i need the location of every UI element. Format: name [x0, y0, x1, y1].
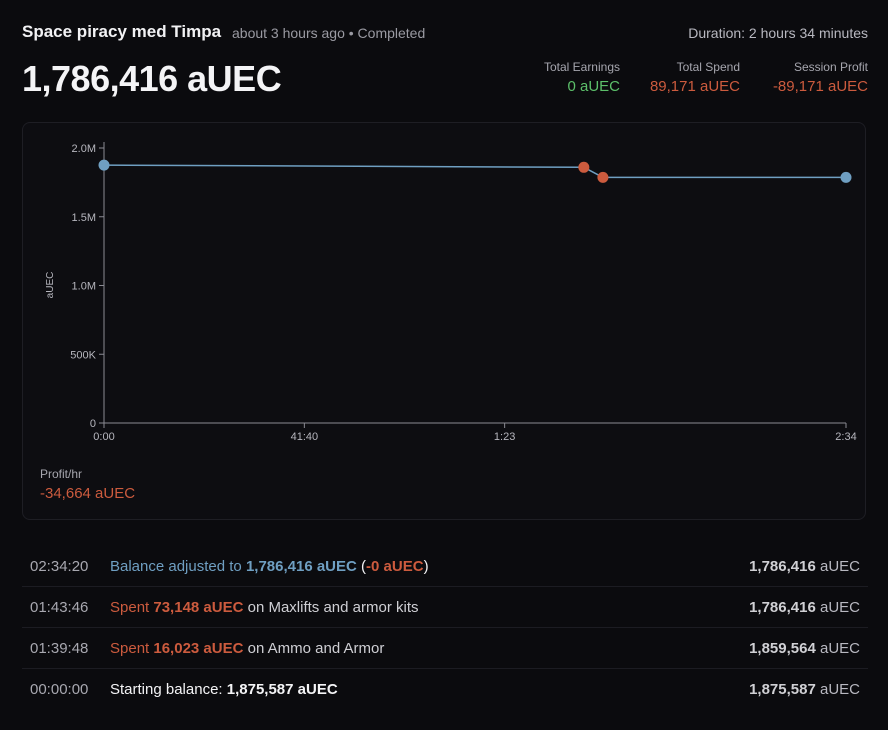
log-balance-amount: 1,786,416 [749, 558, 816, 575]
log-row: 02:34:20 Balance adjusted to 1,786,416 aU… [22, 546, 868, 587]
balance-chart-card: 0 500K 1.0M 1.5M 2.0M 0:00 41:40 1:23 2:34 aUEC P… [22, 122, 866, 520]
balance-chart: 0 500K 1.0M 1.5M 2.0M 0:00 41:40 1:23 2:34 aUEC [45, 142, 857, 443]
log-description-part: 1,875,587 aUEC [226, 681, 338, 698]
log-balance: 1,859,564 aUEC [749, 640, 860, 657]
log-description-part: ) [423, 558, 429, 575]
log-description-part: Starting balance: [110, 681, 227, 698]
log-description-part: Balance adjusted to [110, 558, 246, 575]
log-balance-unit: aUEC [815, 640, 860, 657]
log-time: 01:39:48 [30, 640, 89, 657]
log-row: 01:43:46 Spent 73,148 aUEC on Maxlifts an… [22, 587, 868, 628]
log-time: 01:43:46 [30, 599, 89, 616]
data-point [98, 159, 110, 171]
y-tick-label: 500K [70, 349, 96, 361]
log-description: Balance adjusted to 1,786,416 aUEC (-0 a… [110, 558, 429, 575]
log-row: 00:00:00 Starting balance: 1,875,587 aUEC… [22, 669, 868, 709]
log-balance-unit: aUEC [815, 681, 860, 698]
profit-per-hour-value: -34,664 aUEC [40, 485, 136, 502]
stat-label: Total Earnings [543, 60, 620, 74]
x-tick-label: 1:23 [494, 431, 515, 443]
profit-per-hour-label: Profit/hr [40, 467, 83, 481]
x-tick-label: 41:40 [291, 431, 319, 443]
log-balance-amount: 1,859,564 [749, 640, 816, 657]
log-time: 00:00:00 [30, 681, 89, 698]
log-description: Spent 16,023 aUEC on Ammo and Armor [110, 640, 384, 657]
log-description-part: Spent [110, 640, 154, 657]
stat-value: 0 aUEC [567, 78, 620, 95]
stat-total-spend: Total Spend 89,171 aUEC [650, 60, 740, 95]
log-description: Spent 73,148 aUEC on Maxlifts and armor … [110, 599, 419, 616]
log-description-part: on Maxlifts and armor kits [243, 599, 419, 616]
stat-total-earnings: Total Earnings 0 aUEC [544, 60, 620, 95]
log-description-part: 73,148 aUEC [153, 599, 244, 616]
data-point [597, 171, 609, 183]
log-balance: 1,786,416 aUEC [749, 558, 860, 575]
session-title: Space piracy med Timpa [22, 22, 222, 41]
stat-value: -89,171 aUEC [772, 78, 868, 95]
stat-session-profit: Session Profit -89,171 aUEC [773, 60, 868, 95]
stat-label: Total Spend [676, 60, 740, 74]
y-axis-label: aUEC [45, 272, 56, 299]
log-description-part: -0 aUEC [366, 558, 424, 575]
x-tick-label: 0:00 [93, 431, 114, 443]
log-description: Starting balance: 1,875,587 aUEC [110, 681, 338, 698]
log-balance-unit: aUEC [815, 599, 860, 616]
stat-label: Session Profit [793, 60, 868, 74]
balance-line [103, 164, 846, 179]
transaction-log: 02:34:20 Balance adjusted to 1,786,416 aU… [22, 546, 868, 709]
x-tick-label: 2:34 [835, 431, 856, 443]
y-tick-label: 2.0M [72, 143, 96, 155]
log-description-part: 16,023 aUEC [153, 640, 244, 657]
session-duration: Duration: 2 hours 34 minutes [688, 25, 868, 41]
y-tick-label: 1.0M [72, 281, 96, 293]
log-description-part: ( [356, 558, 367, 575]
stat-value: 89,171 aUEC [649, 78, 740, 95]
log-time: 02:34:20 [30, 558, 89, 575]
data-point [840, 171, 852, 183]
log-balance-unit: aUEC [815, 558, 860, 575]
log-balance: 1,875,587 aUEC [749, 681, 860, 698]
log-balance-amount: 1,786,416 [749, 599, 816, 616]
log-description-part: 1,786,416 aUEC [245, 558, 357, 575]
y-tick-label: 0 [90, 418, 96, 430]
log-description-part: Spent [110, 599, 154, 616]
data-point [578, 161, 590, 173]
session-meta: about 3 hours ago • Completed [232, 25, 426, 41]
log-description-part: on Ammo and Armor [243, 640, 385, 657]
log-row: 01:39:48 Spent 16,023 aUEC on Ammo and Ar… [22, 628, 868, 669]
current-balance: 1,786,416 aUEC [22, 58, 282, 99]
log-balance: 1,786,416 aUEC [749, 599, 860, 616]
y-tick-label: 1.5M [72, 212, 96, 224]
log-balance-amount: 1,875,587 [749, 681, 816, 698]
